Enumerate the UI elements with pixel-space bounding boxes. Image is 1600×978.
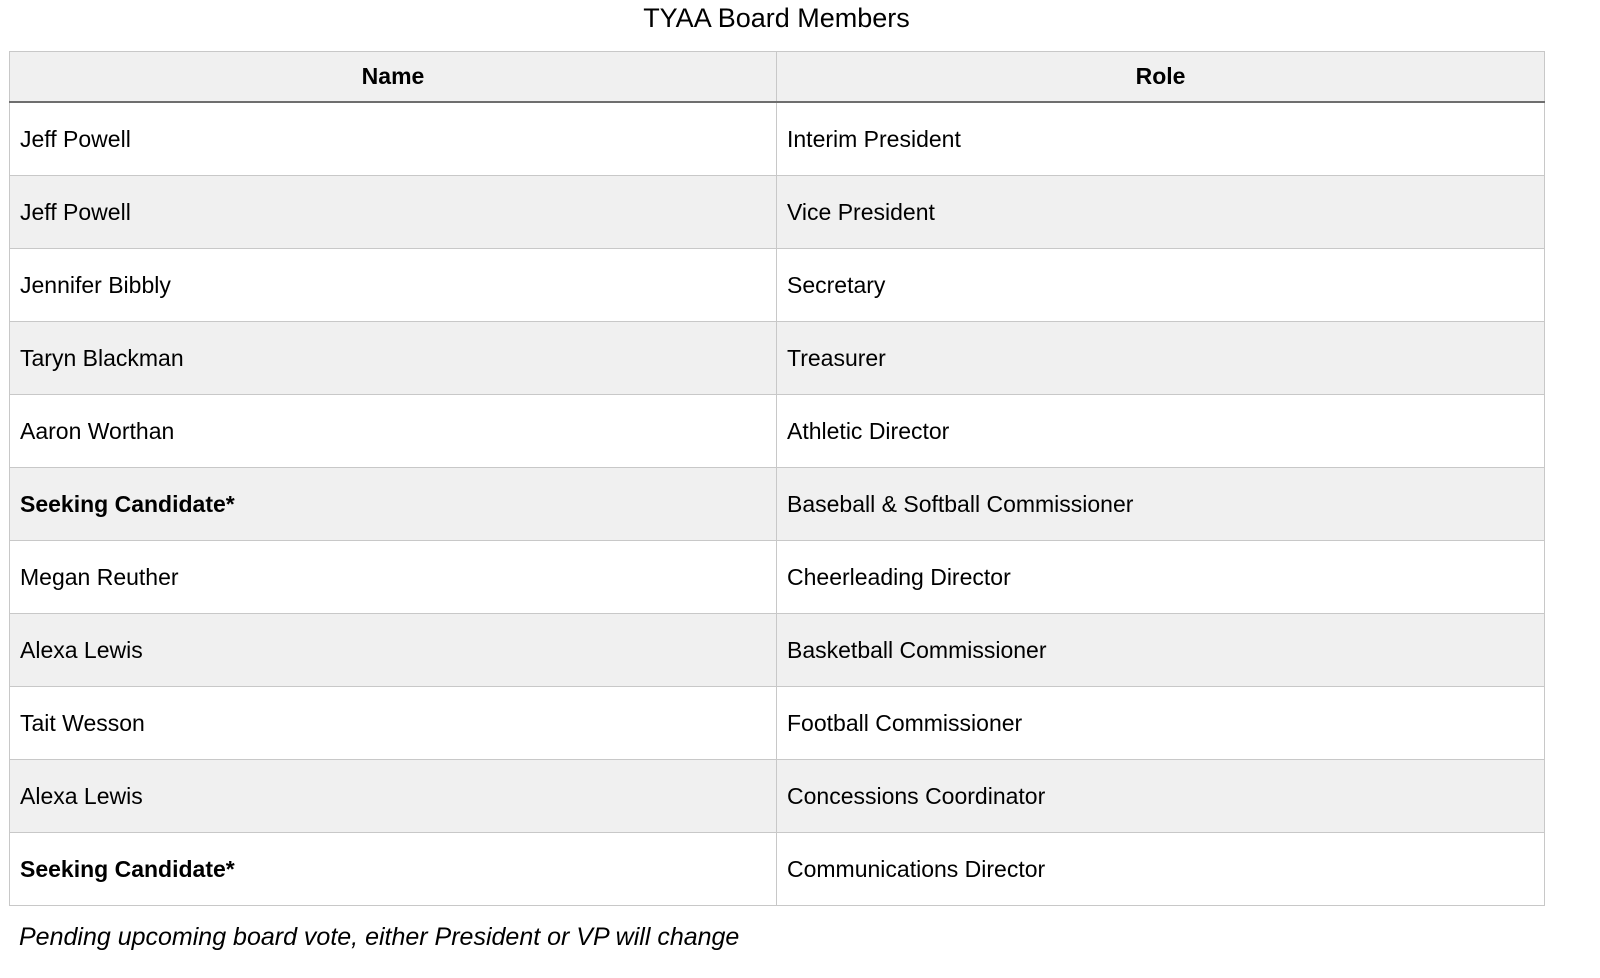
header-role: Role (776, 51, 1545, 103)
table-row: Seeking Candidate* Communications Directo… (9, 832, 1545, 906)
member-name: Jennifer Bibbly (9, 248, 777, 322)
table-row: Taryn Blackman Treasurer (9, 321, 1545, 395)
member-role: Basketball Commissioner (776, 613, 1545, 687)
member-name: Seeking Candidate* (9, 832, 777, 906)
member-role: Treasurer (776, 321, 1545, 395)
board-members-table: Name Role Jeff Powell Interim President Je… (9, 51, 1545, 906)
member-role: Secretary (776, 248, 1545, 322)
member-name: Alexa Lewis (9, 613, 777, 687)
table-row: Jeff Powell Interim President (9, 101, 1545, 176)
member-name: Jeff Powell (9, 175, 777, 249)
member-role: Vice President (776, 175, 1545, 249)
member-name: Jeff Powell (9, 101, 777, 176)
footnote: Pending upcoming board vote, either Pres… (19, 923, 740, 951)
member-role: Communications Director (776, 832, 1545, 906)
table-row: Aaron Worthan Athletic Director (9, 394, 1545, 468)
table-row: Jennifer Bibbly Secretary (9, 248, 1545, 322)
member-role: Cheerleading Director (776, 540, 1545, 614)
member-name: Megan Reuther (9, 540, 777, 614)
member-role: Interim President (776, 101, 1545, 176)
header-name: Name (9, 51, 777, 103)
table-header-row: Name Role (9, 51, 1545, 103)
member-role: Athletic Director (776, 394, 1545, 468)
member-name: Alexa Lewis (9, 759, 777, 833)
member-name: Taryn Blackman (9, 321, 777, 395)
table-row: Jeff Powell Vice President (9, 175, 1545, 249)
table-row: Seeking Candidate* Baseball & Softball Co… (9, 467, 1545, 541)
table-row: Tait Wesson Football Commissioner (9, 686, 1545, 760)
table-row: Alexa Lewis Concessions Coordinator (9, 759, 1545, 833)
member-role: Baseball & Softball Commissioner (776, 467, 1545, 541)
table-row: Alexa Lewis Basketball Commissioner (9, 613, 1545, 687)
member-role: Football Commissioner (776, 686, 1545, 760)
member-name: Seeking Candidate* (9, 467, 777, 541)
table-row: Megan Reuther Cheerleading Director (9, 540, 1545, 614)
member-name: Tait Wesson (9, 686, 777, 760)
member-role: Concessions Coordinator (776, 759, 1545, 833)
member-name: Aaron Worthan (9, 394, 777, 468)
page-title: TYAA Board Members (643, 3, 910, 33)
